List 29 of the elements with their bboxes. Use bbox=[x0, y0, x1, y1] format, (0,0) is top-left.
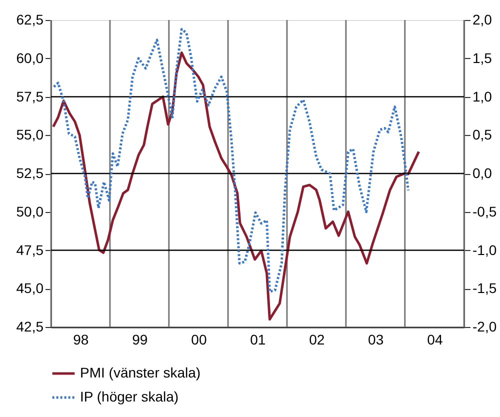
y-tick-label: 62,5 bbox=[16, 12, 44, 28]
y-tick-label: 45,0 bbox=[16, 280, 44, 296]
y-tick-label: 50,0 bbox=[16, 203, 44, 220]
y-tick-label: 42,5 bbox=[16, 318, 44, 334]
x-tick-label: 98 bbox=[73, 332, 89, 348]
line-series bbox=[52, 51, 420, 321]
y2-tick-label: 0,5 bbox=[472, 126, 492, 143]
y-tick-label: 57,5 bbox=[16, 88, 44, 104]
x-tick-label: 04 bbox=[427, 332, 443, 348]
y-tick-label: 60,0 bbox=[16, 50, 44, 66]
y2-tick-label: -1,5 bbox=[472, 280, 497, 296]
y2-tick-label: 0,0 bbox=[472, 165, 492, 181]
y-tick-label: 52,5 bbox=[16, 165, 44, 181]
x-tick-label: 99 bbox=[132, 332, 148, 348]
y2-tick-label: -1,0 bbox=[472, 242, 497, 258]
x-tick-label: 03 bbox=[368, 332, 384, 348]
y2-tick-label: 2,0 bbox=[472, 12, 492, 28]
x-tick-label: 00 bbox=[191, 332, 207, 348]
y-tick-label: 47,5 bbox=[16, 242, 44, 258]
y2-tick-label: 1,0 bbox=[472, 88, 492, 104]
y2-tick-label: -2,0 bbox=[472, 318, 497, 334]
y2-tick-label: -0,5 bbox=[472, 203, 497, 220]
y2-tick-label: 1,5 bbox=[472, 50, 492, 66]
x-tick-label: 02 bbox=[309, 332, 325, 348]
legend-label: IP (höger skala) bbox=[80, 388, 179, 404]
line-series bbox=[52, 28, 410, 293]
y-tick-label: 55,0 bbox=[16, 126, 44, 143]
legend-label: PMI (vänster skala) bbox=[80, 364, 201, 380]
x-tick-label: 01 bbox=[250, 332, 266, 348]
